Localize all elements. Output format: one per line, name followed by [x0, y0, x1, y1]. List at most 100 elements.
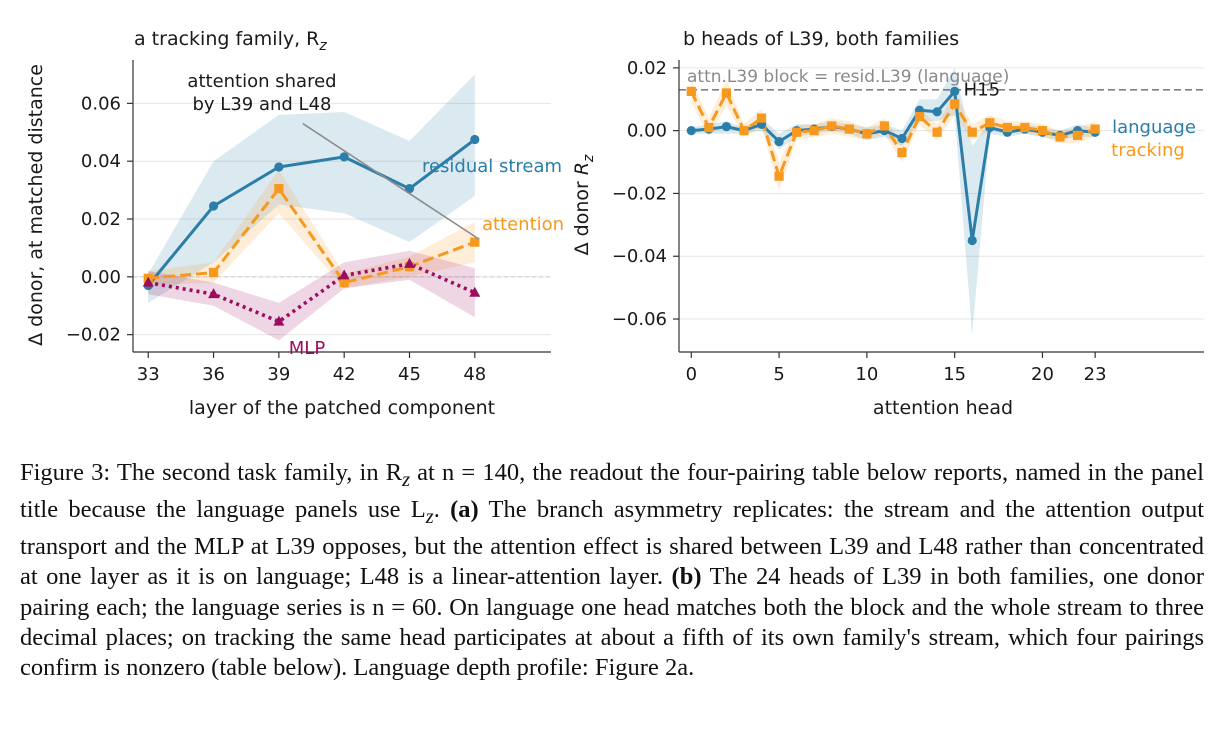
attention-point-39 [274, 184, 284, 194]
panel-b-confidence-bands [691, 67, 1096, 335]
residual-stream-band [148, 74, 475, 303]
figure-3: a tracking family, Rz 33 36 39 42 45 48−0.020… [25, 28, 1204, 419]
tracking-point-16 [967, 127, 977, 137]
y-tick-label-2: −0.02 [612, 183, 667, 204]
y-tick-label-1: −0.04 [612, 246, 667, 267]
attention-point-36 [208, 267, 219, 278]
language-point-14 [932, 107, 942, 117]
tracking-point-15 [950, 99, 960, 109]
tracking-point-10 [862, 129, 872, 139]
tracking-point-21 [1055, 132, 1065, 142]
mlp-point-36 [208, 288, 220, 299]
caption-lead: Figure 3: The second task family, in R [20, 459, 403, 486]
tracking-point-23 [1090, 124, 1100, 134]
panel-a-tick-labels: 33 36 39 42 45 48 −0.02 0.00 0.02 0.04 0.06 [66, 93, 486, 385]
mlp-band [148, 250, 475, 341]
x-tick-label-23: 23 [1084, 364, 1107, 385]
tracking-point-9 [844, 124, 854, 134]
head-label-h15: H15 [964, 79, 1000, 100]
caption-b-label: (b) [671, 563, 702, 591]
attention-line [148, 187, 476, 285]
panel-a-markers [142, 134, 481, 326]
tracking-point-18 [1002, 122, 1012, 133]
mlp-point-48 [469, 286, 481, 297]
panel-b-tick-labels: 0 5 10 15 20 23 −0.06 −0.04 −0.02 0.00 0.02 [612, 58, 1107, 385]
language-point-5 [774, 137, 784, 147]
figure-caption: Figure 3: The second task family, in Rz … [20, 458, 1204, 683]
attention-point-48 [470, 237, 480, 247]
y-tick-label-0: −0.06 [612, 309, 667, 330]
panel-b-reference-line: attn.L39 block = resid.L39 (language) [679, 67, 1204, 91]
language-point-12 [897, 133, 907, 144]
caption-p3: The branch asymmetry replicates: the str… [20, 496, 1204, 591]
panel-a-title: a tracking family, Rz [134, 28, 327, 54]
tracking-point-8 [827, 121, 837, 131]
residual-stream-line [147, 138, 476, 287]
panel-a-confidence-bands [148, 74, 475, 341]
panel-a-xlabel: layer of the patched component [189, 397, 495, 419]
tracking-point-17 [985, 118, 995, 128]
tracking-point-22 [1072, 130, 1083, 140]
language-label: language [1112, 117, 1196, 138]
language-point-15 [950, 86, 960, 96]
language-point-16 [967, 235, 977, 246]
tracking-point-2 [721, 88, 732, 98]
x-tick-label-20: 20 [1031, 364, 1054, 385]
panel-a-series-lines [147, 138, 476, 324]
y-tick-label-2: 0.02 [81, 209, 121, 230]
tracking-point-14 [932, 127, 942, 137]
mlp-point-39 [273, 315, 285, 326]
residual-stream-point-36 [208, 201, 219, 211]
residual-stream-label: residual stream [422, 156, 562, 177]
y-tick-label-0: −0.02 [66, 325, 121, 346]
x-tick-label-45: 45 [398, 364, 421, 385]
x-tick-label-5: 5 [773, 364, 784, 385]
panel-b-ylabel: Δ donor Rz [571, 154, 597, 255]
panel-b: b heads of L39, both families attn.L39 b… [571, 28, 1204, 419]
mlp-point-45 [403, 257, 415, 268]
residual-stream-point-39 [274, 162, 284, 172]
annotation-text-line-2: by L39 and L48 [193, 94, 332, 115]
attention-band [148, 169, 475, 289]
x-tick-label-39: 39 [267, 364, 290, 385]
tracking-point-13 [914, 111, 925, 122]
mlp-point-42 [338, 269, 350, 280]
x-tick-label-36: 36 [202, 364, 225, 385]
caption-lead-sub: z [402, 468, 411, 491]
panel-b-title: b heads of L39, both families [683, 28, 959, 50]
attention-point-42 [339, 278, 349, 288]
language-band [691, 67, 1096, 335]
tracking-label: tracking [1111, 140, 1185, 161]
caption-p1-sub: z [425, 505, 434, 528]
panel-b-markers [686, 86, 1100, 246]
caption-p4: The 24 heads of L39 in both families, on… [20, 563, 1204, 681]
annotation-arrow [302, 122, 480, 240]
language-point-2 [721, 121, 732, 132]
residual-stream-point-45 [404, 184, 415, 194]
panel-a-axes [127, 60, 551, 358]
panel-b-xlabel: attention head [873, 397, 1013, 419]
panel-a-series-labels: residual stream attention MLP [289, 156, 564, 359]
x-tick-label-10: 10 [855, 364, 878, 385]
mlp-line [147, 261, 476, 324]
caption-p1: at n = 140, the readout the four-pairing… [20, 459, 1204, 524]
y-tick-label-1: 0.00 [81, 267, 121, 288]
residual-stream-point-42 [339, 152, 349, 162]
y-tick-label-4: 0.02 [627, 58, 667, 79]
panel-a-title-sub: z [318, 38, 327, 54]
x-tick-label-0: 0 [686, 364, 697, 385]
y-tick-label-3: 0.04 [81, 151, 121, 172]
residual-stream-point-48 [470, 134, 480, 145]
tracking-point-19 [1020, 122, 1030, 133]
tracking-point-4 [756, 113, 767, 123]
mlp-label: MLP [289, 338, 326, 359]
reference-line-label: attn.L39 block = resid.L39 (language) [687, 67, 1009, 87]
language-point-0 [686, 126, 696, 136]
language-line [691, 89, 1096, 242]
tracking-point-5 [774, 171, 784, 181]
annotation-text-line-1: attention shared [187, 71, 336, 92]
caption-a-label: (a) [450, 496, 479, 524]
panel-b-series-lines [689, 89, 1096, 242]
